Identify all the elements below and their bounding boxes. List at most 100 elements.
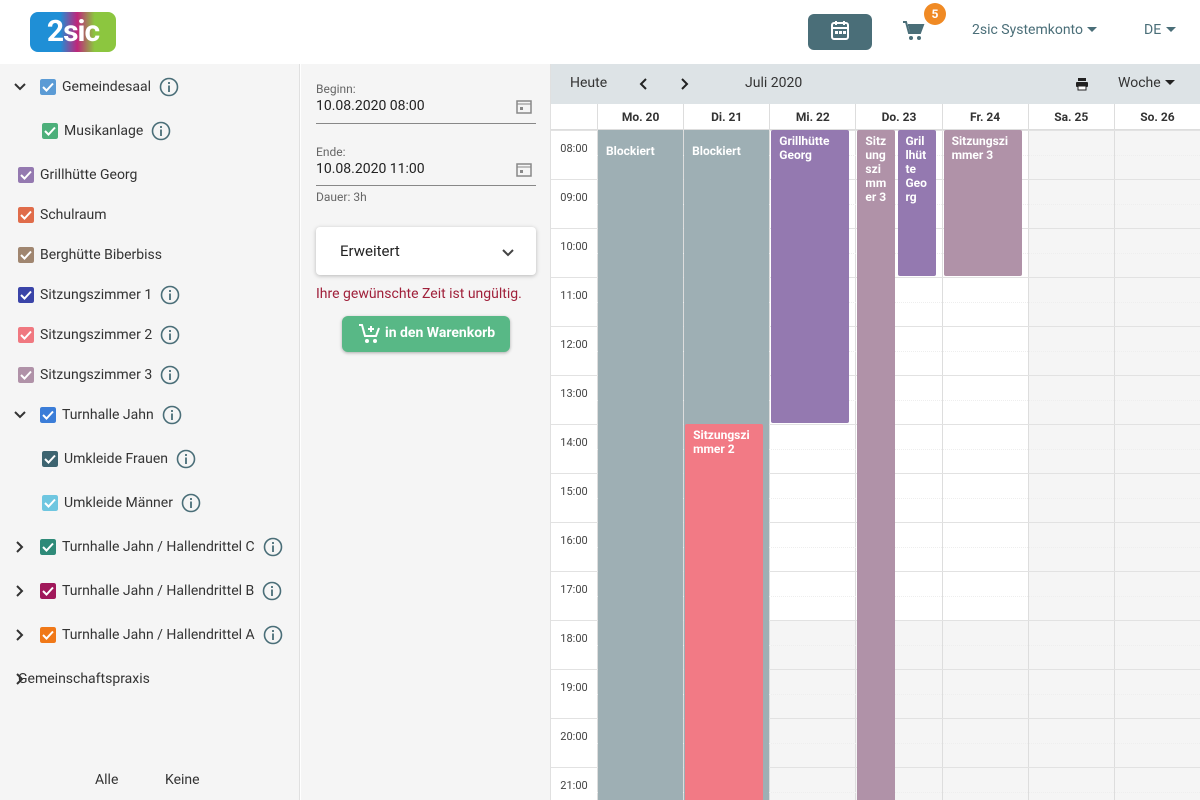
begin-value[interactable]: 10.08.2020 08:00 (316, 98, 425, 114)
add-to-cart-button[interactable]: in den Warenkorb (342, 316, 510, 352)
info-dot (169, 370, 172, 372)
resource-item[interactable]: Turnhalle Jahn (0, 395, 300, 439)
checkbox-fill (18, 167, 34, 183)
cart-add-icon (359, 324, 380, 343)
checkbox[interactable] (40, 79, 56, 95)
resource-label: Musikanlage (64, 123, 144, 139)
language-menu[interactable]: DE (1144, 22, 1177, 38)
resource-label: Umkleide Frauen (64, 451, 168, 467)
info-icon[interactable] (159, 77, 179, 97)
checkbox-fill (40, 539, 56, 555)
hour-label: 10:00 (560, 240, 588, 253)
resource-item[interactable]: Schulraum (0, 195, 300, 235)
checkbox[interactable] (40, 583, 56, 599)
date-picker-icon[interactable] (516, 161, 532, 177)
checkbox[interactable] (40, 407, 56, 423)
expand-toggle[interactable] (12, 539, 28, 555)
info-icon[interactable] (263, 537, 283, 557)
checkmark (44, 498, 56, 508)
info-bar (271, 589, 274, 596)
resource-item[interactable]: Turnhalle Jahn / Hallendrittel B (0, 571, 300, 615)
input-underline (316, 185, 536, 186)
expand-icon (502, 249, 514, 257)
info-circle (162, 405, 182, 425)
checkbox[interactable] (18, 167, 34, 183)
booking-event[interactable]: Grillhütte Georg (897, 130, 936, 276)
info-icon[interactable] (160, 325, 180, 345)
checkmark (42, 586, 54, 596)
next-button[interactable] (676, 76, 692, 92)
info-icon[interactable] (151, 121, 171, 141)
checkbox[interactable] (18, 327, 34, 343)
checkbox[interactable] (40, 627, 56, 643)
info-bar (169, 333, 172, 340)
expand-toggle[interactable] (12, 79, 28, 95)
info-icon[interactable] (160, 285, 180, 305)
checkbox[interactable] (42, 495, 58, 511)
booking-event[interactable]: Sitzungszimmer 2 (685, 424, 764, 800)
checkmark (20, 330, 32, 340)
info-bar (271, 545, 274, 552)
info-icon[interactable] (181, 493, 201, 513)
prev-button[interactable] (636, 76, 652, 92)
booking-event[interactable]: Sitzungszimmer 3 (857, 130, 896, 800)
expand-toggle[interactable] (12, 671, 28, 687)
off-hours (942, 620, 1028, 800)
cart-icon[interactable] (902, 20, 926, 44)
booking-event[interactable]: Grillhütte Georg (771, 130, 850, 423)
checkbox[interactable] (18, 247, 34, 263)
booking-event[interactable]: Sitzungszimmer 3 (943, 130, 1022, 276)
select-all[interactable]: Alle (95, 772, 119, 788)
resource-item[interactable]: Musikanlage (0, 111, 300, 155)
resource-item[interactable]: Sitzungszimmer 2 (0, 315, 300, 355)
info-icon[interactable] (176, 449, 196, 469)
calendar-button[interactable] (808, 14, 872, 50)
select-none[interactable]: Keine (165, 772, 200, 788)
info-icon[interactable] (262, 581, 282, 601)
info-icon[interactable] (263, 625, 283, 645)
checkbox[interactable] (18, 287, 34, 303)
info-circle (160, 325, 180, 345)
logo[interactable]: 2sic (30, 12, 116, 52)
account-menu[interactable]: 2sic Systemkonto (972, 22, 1098, 38)
view-menu[interactable]: Woche (1118, 75, 1176, 91)
expand-toggle[interactable] (12, 407, 28, 423)
resource-item[interactable]: Gemeindesaal (0, 67, 300, 111)
checkbox[interactable] (40, 539, 56, 555)
day-header: Mo. 20 (597, 104, 684, 130)
checkbox[interactable] (18, 367, 34, 383)
resource-item[interactable]: Turnhalle Jahn / Hallendrittel A (0, 615, 300, 659)
hour-label: 15:00 (560, 485, 588, 498)
info-icon[interactable] (160, 365, 180, 385)
info-bar (169, 293, 172, 300)
resource-item[interactable]: Sitzungszimmer 1 (0, 275, 300, 315)
checkbox-fill (42, 451, 58, 467)
resource-item[interactable]: Grillhütte Georg (0, 155, 300, 195)
info-bar (185, 457, 187, 464)
resource-item[interactable]: Umkleide Frauen (0, 439, 300, 483)
advanced-panel[interactable]: Erweitert (316, 227, 536, 275)
info-icon[interactable] (162, 405, 182, 425)
resource-item[interactable]: Turnhalle Jahn / Hallendrittel C (0, 527, 300, 571)
expand-toggle[interactable] (12, 583, 28, 599)
begin-label: Beginn: (316, 82, 356, 96)
resource-item[interactable]: Umkleide Männer (0, 483, 300, 527)
checkmark (44, 126, 56, 136)
end-value[interactable]: 10.08.2020 11:00 (316, 161, 425, 177)
resource-item[interactable]: Sitzungszimmer 3 (0, 355, 300, 395)
info-circle (160, 365, 180, 385)
info-circle (181, 493, 201, 513)
today-button[interactable]: Heute (570, 75, 608, 91)
expand-toggle[interactable] (12, 627, 28, 643)
checkbox[interactable] (18, 207, 34, 223)
resource-label: Turnhalle Jahn (62, 407, 154, 423)
dropdown-arrow (1087, 27, 1098, 32)
print-button[interactable] (1075, 77, 1089, 91)
checkbox[interactable] (42, 123, 58, 139)
checkbox[interactable] (42, 451, 58, 467)
resource-item[interactable]: Gemeinschaftspraxis (0, 659, 300, 703)
date-picker-icon[interactable] (516, 98, 532, 114)
resource-item[interactable]: Berghütte Biberbiss (0, 235, 300, 275)
